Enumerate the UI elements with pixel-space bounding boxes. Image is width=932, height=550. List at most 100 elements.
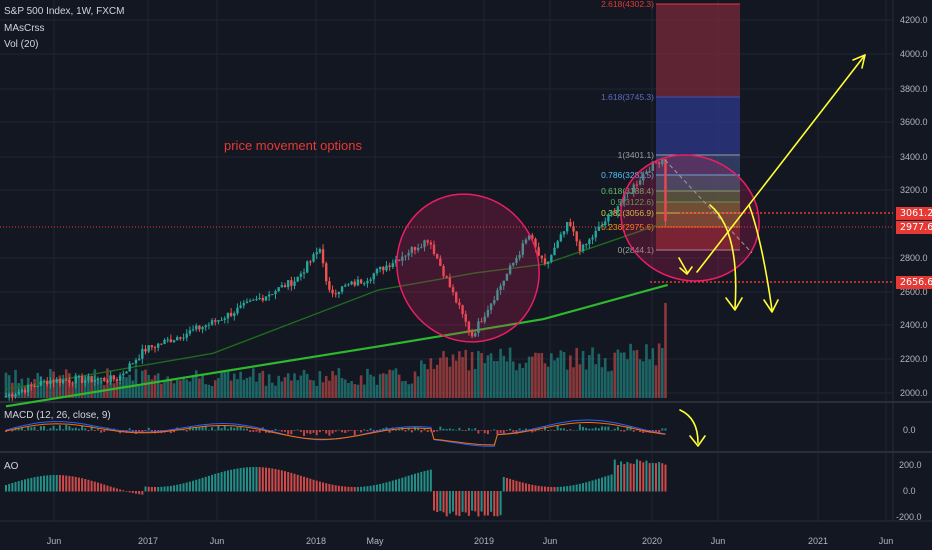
fib-label: 0(2844.1) xyxy=(618,245,655,255)
ao-bar xyxy=(417,472,420,492)
candle-body xyxy=(394,259,398,264)
macd-histogram-bar xyxy=(249,430,252,432)
volume-bar xyxy=(584,369,588,398)
ao-bar xyxy=(585,482,588,492)
trend-dashed-line[interactable] xyxy=(664,159,753,254)
ao-pane[interactable] xyxy=(5,459,667,517)
macd-histogram-bar xyxy=(601,426,604,431)
macd-histogram-bar xyxy=(284,430,287,432)
candle-body xyxy=(77,376,81,378)
candle-body xyxy=(604,221,607,225)
macd-histogram-bar xyxy=(239,426,242,431)
candle-body xyxy=(125,371,128,374)
volume-bar xyxy=(610,370,613,398)
volume-bar xyxy=(489,353,493,398)
macd-histogram-bar xyxy=(550,429,553,431)
macd-histogram-bar xyxy=(613,428,616,431)
volume-bar xyxy=(600,367,604,398)
volume-bar xyxy=(464,349,468,398)
ao-bar xyxy=(245,467,248,492)
macd-histogram-bar xyxy=(128,428,131,431)
macd-histogram-bar xyxy=(524,428,527,431)
arrow-macd-down[interactable] xyxy=(679,409,699,444)
symbol-title[interactable]: S&P 500 Index, 1W, FXCM xyxy=(4,6,124,17)
candle-body xyxy=(267,294,271,297)
ao-bar xyxy=(654,463,657,492)
macd-histogram-bar xyxy=(331,430,334,434)
volume-bar xyxy=(36,372,40,398)
macd-pane[interactable] xyxy=(5,419,667,447)
ao-bar xyxy=(613,459,616,492)
price-tick: 4000.0 xyxy=(900,49,928,59)
candle-body xyxy=(451,287,455,293)
macd-histogram-bar xyxy=(173,430,176,433)
volume-bar xyxy=(315,385,319,398)
macd-label[interactable]: MACD (12, 26, close, 9) xyxy=(4,410,111,421)
macd-histogram-bar xyxy=(169,430,172,434)
candle-body xyxy=(318,249,322,253)
ao-bar xyxy=(474,491,477,512)
ao-bar xyxy=(255,467,258,492)
candle-body xyxy=(160,343,163,345)
macd-histogram-bar xyxy=(569,429,572,431)
ao-bar xyxy=(109,486,112,492)
time-axis[interactable]: Jun 2017 Jun 2018 May 2019 Jun 2020 Jun … xyxy=(47,536,894,546)
macd-histogram-bar xyxy=(49,428,52,431)
ao-bar xyxy=(141,491,144,495)
volume-bar xyxy=(518,363,521,398)
price-axis[interactable]: 4200.0 4000.0 3800.0 3600.0 3400.0 3200.… xyxy=(900,15,928,398)
macd-histogram-bar xyxy=(433,430,436,433)
volume-bar xyxy=(80,378,84,398)
ao-bar xyxy=(138,491,141,495)
macd-histogram-bar xyxy=(369,428,372,431)
candle-body xyxy=(137,358,141,361)
ao-bar xyxy=(337,485,340,492)
volume-bar xyxy=(607,371,610,398)
candle-body xyxy=(382,266,385,271)
ao-bar xyxy=(271,468,274,492)
volume-bar xyxy=(321,382,325,398)
candle-body xyxy=(502,280,505,286)
volume-bar xyxy=(160,383,163,398)
macd-histogram-bar xyxy=(512,430,515,432)
ao-bar xyxy=(531,484,534,492)
ao-bar xyxy=(363,486,366,492)
fibonacci-extension[interactable]: 2.618(4302.3) 1.618(3745.3) 1(3401.1) 0.… xyxy=(601,0,740,255)
indicator-label-mascrss[interactable]: MAsCrss xyxy=(4,23,45,34)
time-tick: 2019 xyxy=(474,536,494,546)
candle-body xyxy=(432,244,436,255)
ellipse-2020-top[interactable] xyxy=(603,136,777,300)
ao-bar xyxy=(226,470,229,492)
arrow-up-scenario[interactable] xyxy=(696,54,866,273)
volume-bar xyxy=(616,349,620,398)
candle-body xyxy=(366,280,369,284)
ao-bar xyxy=(20,480,23,492)
indicator-label-volume[interactable]: Vol (20) xyxy=(4,39,38,50)
ao-bar xyxy=(366,486,369,492)
candle-body xyxy=(347,284,350,286)
volume-bar xyxy=(280,381,284,398)
candle-body xyxy=(325,263,328,282)
volume-bar xyxy=(619,352,623,398)
arrow-group[interactable] xyxy=(678,54,866,447)
price-tick: 3600.0 xyxy=(900,117,928,127)
ellipse-2018-correction[interactable] xyxy=(371,169,565,367)
volume-bar xyxy=(172,383,176,398)
macd-histogram-bar xyxy=(344,430,347,433)
candle-body xyxy=(271,294,274,296)
arrow-down-scenario-1[interactable] xyxy=(709,204,737,309)
volume-bar xyxy=(39,376,43,398)
ma-slow-line xyxy=(5,283,668,408)
arrow-down-scenario-2[interactable] xyxy=(748,204,773,311)
arrow-small-down[interactable] xyxy=(678,257,688,273)
ao-bar xyxy=(407,475,410,492)
ao-label[interactable]: AO xyxy=(4,461,19,472)
candle-body xyxy=(632,184,635,193)
volume-bar xyxy=(654,365,658,398)
ao-bar xyxy=(601,477,604,492)
volume-bar xyxy=(229,380,233,398)
ao-bar xyxy=(252,467,255,492)
price-movement-annotation[interactable]: price movement options xyxy=(224,138,363,153)
volume-bar xyxy=(83,376,87,398)
candle-body xyxy=(150,345,154,348)
